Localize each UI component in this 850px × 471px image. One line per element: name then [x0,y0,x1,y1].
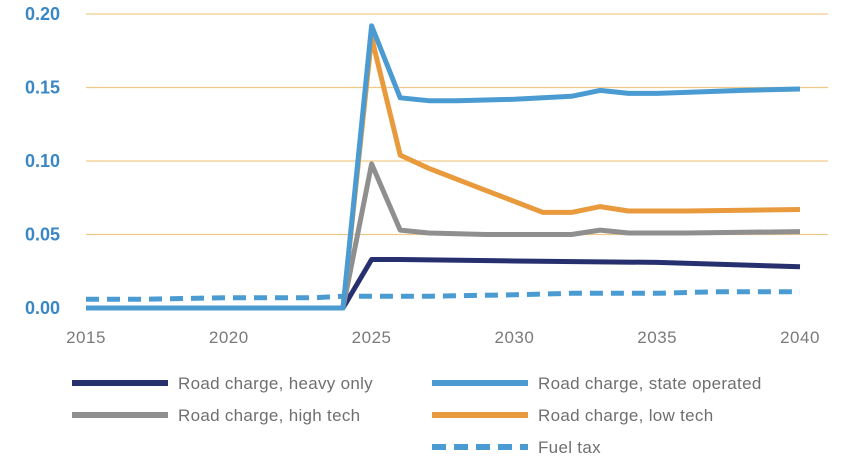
x-tick-label: 2030 [494,328,534,347]
x-axis-tick-labels: 2015 2020 2025 2030 2035 2040 [66,328,820,347]
legend-label-road-charge-high-tech: Road charge, high tech [178,406,360,425]
y-tick-label: 0.05 [25,225,60,245]
x-tick-label: 2025 [352,328,392,347]
legend-label-road-charge-heavy-only: Road charge, heavy only [178,374,373,393]
series-line-road-charge-low-tech [86,35,801,311]
legend-label-road-charge-low-tech: Road charge, low tech [538,406,713,425]
series-lines [86,23,801,311]
series-line-fuel-tax [86,289,800,302]
y-tick-label: 0.20 [25,4,60,24]
x-tick-label: 2035 [637,328,677,347]
legend-label-road-charge-state-operated: Road charge, state operated [538,374,762,393]
legend-label-fuel-tax: Fuel tax [538,438,601,457]
series-line-road-charge-high-tech [86,161,801,311]
gridlines [86,13,828,236]
y-tick-label: 0.00 [25,298,60,318]
y-axis-tick-labels: 0.00 0.05 0.10 0.15 0.20 [25,4,60,318]
x-tick-label: 2015 [66,328,106,347]
y-tick-label: 0.10 [25,151,60,171]
series-line-road-charge-state-operated [86,23,801,311]
x-tick-label: 2020 [209,328,249,347]
legend: Road charge, heavy only Road charge, stat… [72,374,762,457]
x-tick-label: 2040 [780,328,820,347]
y-tick-label: 0.15 [25,78,60,98]
